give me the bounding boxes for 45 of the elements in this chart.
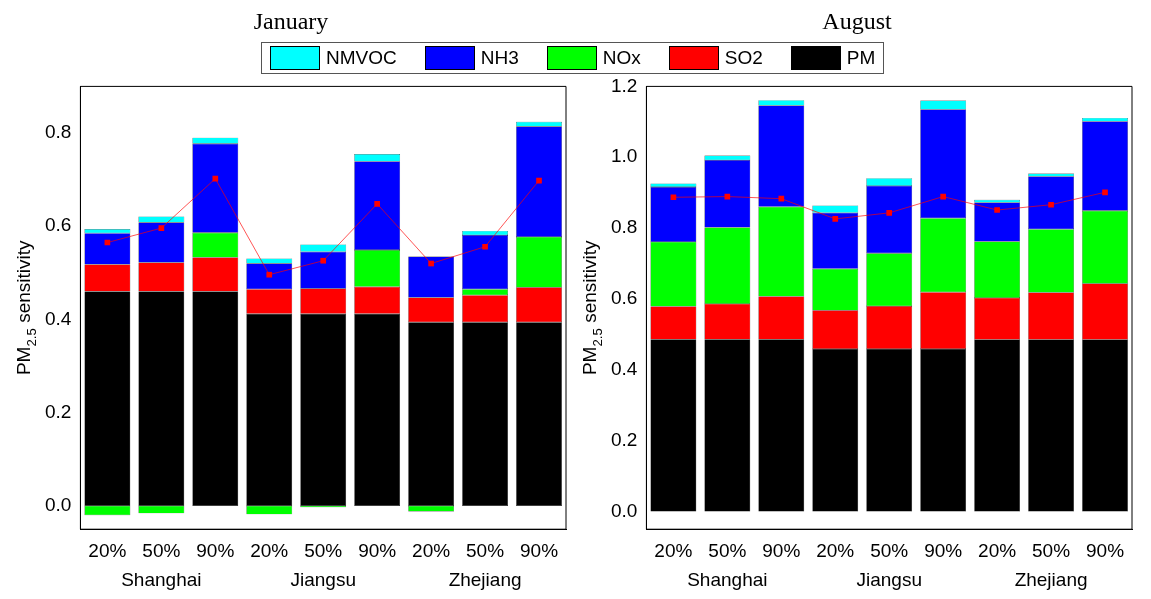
x-tick-label: 90% [520, 539, 559, 561]
y-tick-label: 0.2 [610, 428, 638, 450]
text: Jiangsu [290, 569, 356, 590]
y-tick-label: 0.4 [610, 358, 638, 380]
x-tick-label: 20% [412, 539, 451, 561]
y-tick-label: 0.0 [610, 499, 638, 521]
legend-label: NOx [602, 47, 641, 69]
y-tick-label: 0.0 [44, 494, 72, 516]
y-tick-label: 1.2 [610, 74, 638, 96]
x-tick-label: 20% [978, 539, 1017, 561]
y-tick-label: 0.8 [44, 121, 72, 143]
chart-title: August [821, 8, 893, 36]
x-tick-label: 90% [196, 539, 235, 561]
x-tick-label: 90% [1086, 539, 1125, 561]
y-axis-title: PM2.5 sensitivity [13, 239, 39, 376]
text: Zhejiang [1014, 569, 1088, 590]
y-tick-label: 0.2 [44, 400, 72, 422]
y-tick-label: 0.6 [44, 214, 72, 236]
text: Jiangsu [856, 569, 922, 590]
x-tick-label: 50% [870, 539, 909, 561]
x-tick-label: 20% [816, 539, 855, 561]
x-tick-label: 90% [358, 539, 397, 561]
x-tick-label: 50% [1032, 539, 1071, 561]
x-tick-label: 20% [654, 539, 693, 561]
y-axis-title: PM2.5 sensitivity [579, 239, 605, 376]
chart-title: January [252, 8, 330, 36]
legend-label: PM [846, 47, 876, 69]
x-tick-label: 50% [708, 539, 747, 561]
x-tick-label: 90% [924, 539, 963, 561]
x-tick-label: 20% [88, 539, 127, 561]
text: Shanghai [687, 569, 768, 590]
legend-label: NH3 [480, 47, 519, 69]
y-tick-label: 0.4 [44, 307, 72, 329]
y-tick-label: 0.6 [610, 287, 638, 309]
text: Shanghai [121, 569, 202, 590]
legend-label: SO2 [724, 47, 763, 69]
x-tick-label: 50% [142, 539, 181, 561]
y-tick-label: 0.8 [610, 216, 638, 238]
x-tick-label: 20% [250, 539, 289, 561]
text: Zhejiang [448, 569, 522, 590]
legend-label: NMVOC [326, 47, 397, 69]
y-tick-label: 1.0 [610, 145, 638, 167]
x-tick-label: 50% [466, 539, 505, 561]
x-tick-label: 50% [304, 539, 343, 561]
x-tick-label: 90% [762, 539, 801, 561]
